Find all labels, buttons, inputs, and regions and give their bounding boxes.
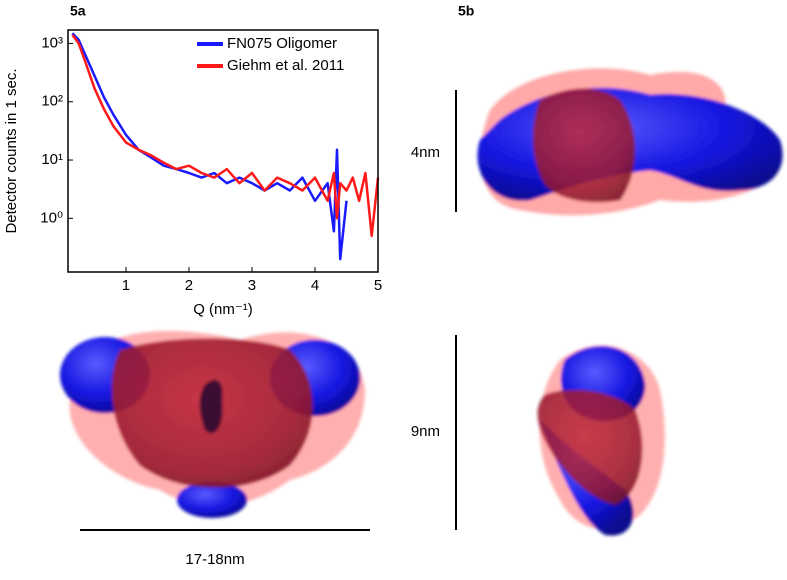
legend-label: FN075 Oligomer (227, 35, 337, 52)
plot-frame (67, 29, 379, 273)
data-line (71, 34, 380, 238)
scale-label: 4nm (411, 144, 440, 161)
x-tick-label: 5 (374, 277, 382, 294)
x-tick-label: 1 (122, 277, 130, 294)
structure-front (60, 331, 366, 518)
y-axis-label: Detector counts in 1 sec. (3, 68, 20, 233)
panel-label: 5b (458, 3, 474, 19)
legend-box (193, 32, 375, 76)
x-tick-label: 4 (311, 277, 319, 294)
legend-label: Giehm et al. 2011 (227, 57, 344, 74)
scale-label: 9nm (411, 423, 440, 440)
y-tick-label: 10⁰ (40, 209, 63, 226)
y-tick-label: 10³ (41, 34, 63, 51)
panel-label: 5a (70, 3, 86, 19)
data-line (71, 32, 348, 261)
structure-top (477, 68, 783, 216)
x-tick-label: 3 (248, 277, 256, 294)
y-tick-label: 10² (41, 93, 63, 110)
scale-label: 17-18nm (185, 551, 244, 568)
x-axis-label: Q (nm⁻¹) (193, 301, 253, 318)
structure-side (537, 345, 665, 536)
y-tick-label: 10¹ (41, 151, 63, 168)
x-tick-label: 2 (185, 277, 193, 294)
